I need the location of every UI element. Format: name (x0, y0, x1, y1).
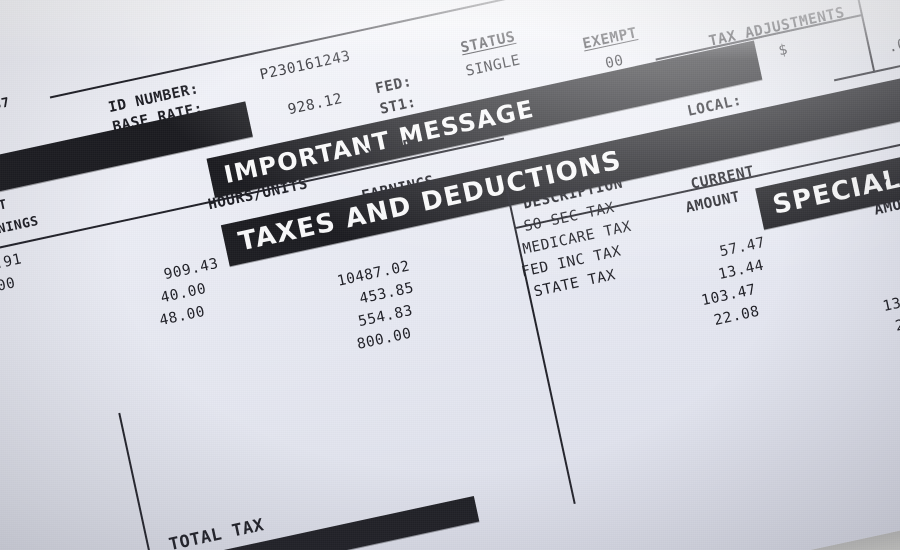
deduction-row-current-2: 13.44 (716, 257, 766, 284)
deduction-row-ytd-3: 1350.59 (881, 285, 900, 315)
earnings-hours-units-1: 909.43 (162, 255, 221, 284)
earnings-hours-units-2: 40.00 (159, 281, 208, 307)
earnings-header-current: RENT (0, 197, 9, 219)
earnings-current-value-1: 46.91 (0, 251, 24, 277)
address-line-fragment-2: 60137 (0, 95, 12, 119)
earnings-ytd-4: 800.00 (355, 325, 414, 353)
withholding-row-fed-status: SINGLE (464, 52, 522, 80)
rule-tax-adjustments-underline (655, 14, 862, 61)
exempt-column-header: EXEMPT (581, 25, 639, 53)
deduction-row-current-4: 22.08 (712, 303, 762, 329)
tax-adjustment-fed-value: $ (777, 41, 790, 60)
id-number-value: P230161243 (258, 48, 353, 84)
earnings-hours-units-3: 48.00 (158, 303, 207, 330)
base-rate-value: 928.12 (286, 90, 344, 119)
earnings-current-value-2: 0.00 (0, 275, 18, 299)
deductions-header-current-amount: AMOUNT (684, 189, 742, 217)
withholding-row-fed-label: FED: (373, 73, 414, 98)
status-column-header: STATUS (459, 29, 517, 57)
deduction-row-current-1: 57.47 (718, 234, 767, 261)
rule-total-left-border (118, 412, 167, 550)
tax-adjustment-trailing-amount: .00 (886, 34, 900, 56)
